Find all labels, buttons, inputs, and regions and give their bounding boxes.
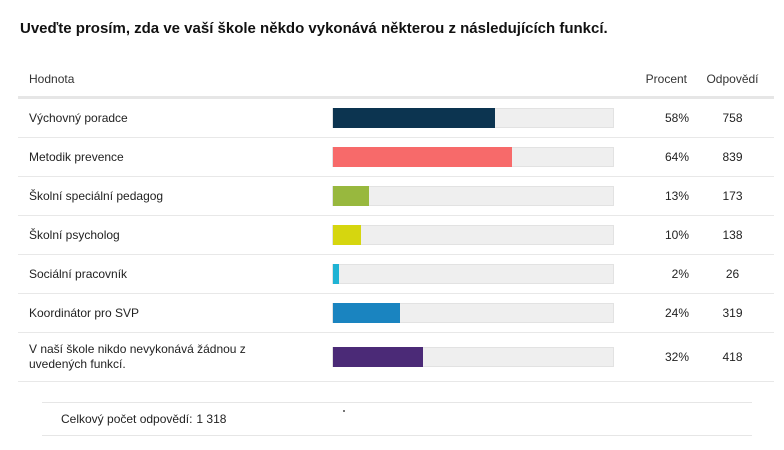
row-percent: 24% xyxy=(664,306,689,320)
bar-track xyxy=(332,108,614,128)
table-row: Výchovný poradce 58% 758 xyxy=(18,99,774,138)
bar-fill xyxy=(333,225,361,245)
bar-track xyxy=(332,303,614,323)
row-label: Metodik prevence xyxy=(29,149,124,164)
row-label: Výchovný poradce xyxy=(29,110,128,125)
row-label: Školní psycholog xyxy=(29,227,120,242)
row-responses: 26 xyxy=(725,267,740,281)
bar-fill xyxy=(333,147,513,167)
row-label: Sociální pracovník xyxy=(29,266,128,281)
table-header: Hodnota Procent Odpovědí xyxy=(18,62,774,99)
bar-fill xyxy=(333,347,423,367)
bar-track xyxy=(332,147,614,167)
divider-dot xyxy=(343,410,345,412)
table-row: Koordinátor pro SVP 24% 319 xyxy=(18,294,774,333)
question-title: Uveďte prosím, zda ve vaší škole někdo v… xyxy=(20,20,608,37)
table-row: Školní psycholog 10% 138 xyxy=(18,216,774,255)
row-percent: 2% xyxy=(671,267,689,281)
row-responses: 418 xyxy=(722,350,743,364)
row-percent: 13% xyxy=(664,189,689,203)
bar-fill xyxy=(333,186,370,206)
row-responses: 839 xyxy=(722,150,743,164)
row-label: Školní speciální pedagog xyxy=(29,188,164,203)
total-value: 1 318 xyxy=(196,412,227,426)
table-row: Metodik prevence 64% 839 xyxy=(18,138,774,177)
row-percent: 32% xyxy=(664,350,689,364)
bar-track xyxy=(332,186,614,206)
row-label: V naší škole nikdo nevykonává žádnou z u… xyxy=(29,342,246,371)
bar-fill xyxy=(333,264,339,284)
row-responses: 319 xyxy=(722,306,743,320)
table-row: Školní speciální pedagog 13% 173 xyxy=(18,177,774,216)
column-header-responses: Odpovědí xyxy=(706,72,759,86)
bar-fill xyxy=(333,303,401,323)
column-header-value: Hodnota xyxy=(29,71,75,86)
row-percent: 58% xyxy=(664,111,689,125)
row-label: Koordinátor pro SVP xyxy=(29,305,140,320)
row-percent: 10% xyxy=(664,228,689,242)
column-header-percent: Procent xyxy=(645,72,687,86)
row-percent: 64% xyxy=(664,150,689,164)
total-responses: Celkový počet odpovědí: 1 318 xyxy=(42,402,752,436)
table-row: Sociální pracovník 2% 26 xyxy=(18,255,774,294)
results-table: Hodnota Procent Odpovědí Výchovný poradc… xyxy=(18,62,774,382)
table-row: V naší škole nikdo nevykonává žádnou z u… xyxy=(18,333,774,382)
bar-track xyxy=(332,264,614,284)
bar-fill xyxy=(333,108,496,128)
bar-track xyxy=(332,347,614,367)
bar-track xyxy=(332,225,614,245)
row-responses: 138 xyxy=(722,228,743,242)
total-label: Celkový počet odpovědí: xyxy=(61,412,193,426)
row-responses: 758 xyxy=(722,111,743,125)
row-responses: 173 xyxy=(722,189,743,203)
